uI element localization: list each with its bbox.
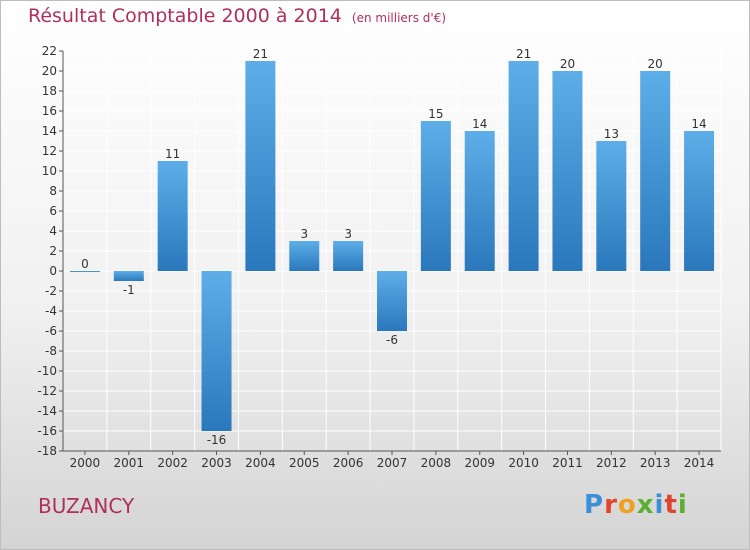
data-label: 21 (516, 47, 531, 61)
bar (640, 71, 671, 271)
x-tick-label: 2001 (114, 456, 145, 470)
logo-letter: r (604, 490, 618, 520)
logo-letter: t (664, 490, 678, 520)
y-tick-label: 18 (42, 84, 57, 98)
x-tick-label: 2012 (596, 456, 627, 470)
bar (289, 241, 320, 271)
bar (377, 271, 407, 331)
y-tick-label: 4 (49, 224, 57, 238)
bar (69, 271, 100, 272)
bar (113, 271, 144, 281)
x-tick-label: 2005 (289, 456, 320, 470)
data-label: 14 (472, 117, 487, 131)
x-tick-label: 2009 (464, 456, 495, 470)
y-tick-label: 14 (42, 124, 57, 138)
y-tick-label: -10 (37, 364, 57, 378)
x-tick-label: 2003 (201, 456, 232, 470)
bar (596, 141, 627, 271)
bar (552, 71, 583, 271)
x-tick-label: 2008 (421, 456, 452, 470)
y-tick-label: 6 (49, 204, 57, 218)
y-tick-label: 12 (42, 144, 57, 158)
bar (201, 271, 232, 431)
y-tick-label: -2 (45, 284, 57, 298)
logo-letter: P (584, 490, 605, 520)
bar (508, 61, 539, 271)
bar (420, 121, 451, 271)
y-tick-label: 8 (49, 184, 57, 198)
y-tick-label: -14 (37, 404, 57, 418)
data-label: 20 (648, 57, 663, 71)
logo-letter: o (617, 490, 637, 520)
y-tick-label: 2 (49, 244, 57, 258)
data-label: 15 (428, 107, 443, 121)
y-tick-label: -8 (45, 344, 57, 358)
proxiti-logo: Proxiti (584, 490, 688, 520)
y-tick-label: -16 (37, 424, 57, 438)
x-tick-label: 2007 (377, 456, 408, 470)
logo-letter: i (654, 490, 665, 520)
x-tick-label: 2002 (157, 456, 188, 470)
y-tick-label: -6 (45, 324, 57, 338)
chart-title-text: Résultat Comptable 2000 à 2014 (28, 5, 342, 27)
y-tick-label: -4 (45, 304, 57, 318)
x-tick-label: 2004 (245, 456, 276, 470)
data-label: 20 (560, 57, 575, 71)
data-label: 14 (691, 117, 706, 131)
chart-title: Résultat Comptable 2000 à 2014 (en millie… (28, 5, 446, 27)
bar (157, 161, 188, 271)
y-tick-label: -12 (37, 384, 57, 398)
data-label: -6 (386, 333, 398, 347)
bar (464, 131, 495, 271)
bar (333, 241, 364, 271)
x-tick-label: 2010 (508, 456, 539, 470)
data-label: 0 (81, 257, 89, 271)
y-tick-label: 20 (42, 64, 57, 78)
commune-name: BUZANCY (38, 494, 135, 518)
data-label: 3 (344, 227, 352, 241)
data-label: -1 (123, 283, 135, 297)
x-tick-label: 2013 (640, 456, 671, 470)
y-tick-label: 10 (42, 164, 57, 178)
x-tick-label: 2014 (684, 456, 715, 470)
data-label: 13 (604, 127, 619, 141)
bar (684, 131, 715, 271)
y-tick-label: 16 (42, 104, 57, 118)
y-tick-label: 22 (42, 44, 57, 58)
bar (245, 61, 276, 271)
logo-letter: i (677, 490, 688, 520)
chart-unit-label: (en milliers d'€) (351, 11, 447, 25)
y-tick-label: 0 (49, 264, 57, 278)
data-label: -16 (207, 433, 227, 447)
data-label: 21 (253, 47, 268, 61)
x-tick-label: 2006 (333, 456, 364, 470)
y-tick-label: -18 (37, 444, 57, 458)
x-tick-label: 2000 (70, 456, 101, 470)
x-tick-label: 2011 (552, 456, 583, 470)
data-label: 3 (300, 227, 308, 241)
logo-letter: x (636, 490, 655, 520)
data-label: 11 (165, 147, 180, 161)
